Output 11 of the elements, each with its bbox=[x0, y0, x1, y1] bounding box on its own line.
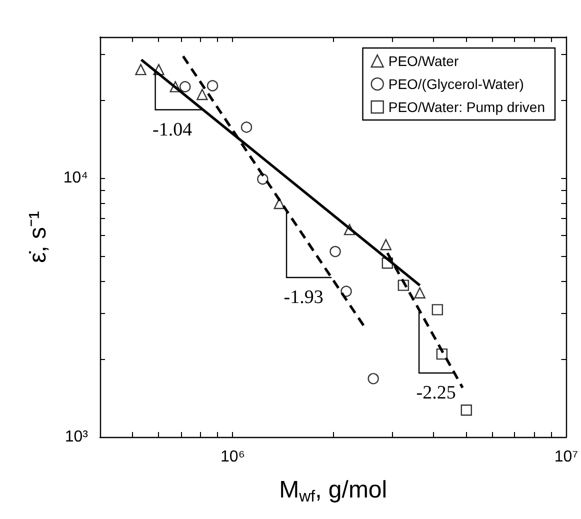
annotation: -2.25 bbox=[416, 382, 456, 404]
legend-label: PEO/(Glycerol-Water) bbox=[388, 76, 524, 92]
legend-label: PEO/Water bbox=[388, 53, 459, 69]
y-tick-label: 10⁴ bbox=[63, 169, 88, 186]
x-tick-label: 10⁷ bbox=[554, 448, 578, 466]
y-axis-title: ε̇, s⁻¹ bbox=[24, 210, 52, 264]
annotation: -1.93 bbox=[284, 286, 324, 308]
y-tick-label: 10³ bbox=[64, 428, 89, 446]
x-tick-label: 10⁶ bbox=[220, 448, 245, 466]
annotation: -1.04 bbox=[152, 119, 193, 140]
legend-label: PEO/Water: Pump driven bbox=[388, 99, 546, 115]
